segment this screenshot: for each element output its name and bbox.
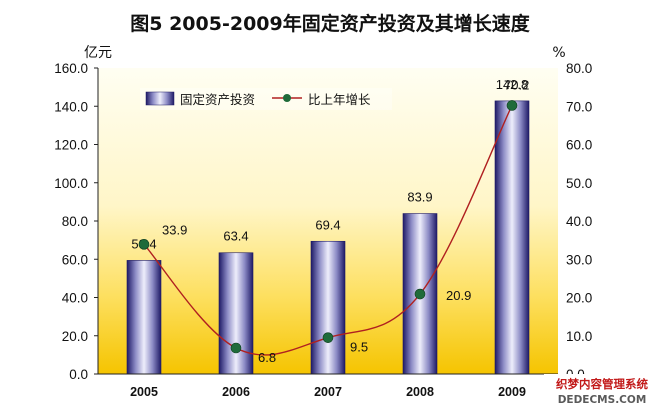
x-tick-label: 2006	[222, 385, 250, 399]
line-point	[414, 288, 426, 300]
legend: 固定资产投资 比上年增长	[140, 88, 392, 110]
y-right-tick-label: 30.0	[566, 252, 592, 267]
y-left-tick-label: 20.0	[62, 329, 88, 344]
bar	[126, 260, 162, 375]
line-value-label: 6.8	[258, 350, 276, 365]
line-series-group: 33.9 6.8 9.5 20.9 70.2	[138, 77, 529, 365]
y-left-tick-label: 100.0	[54, 176, 88, 191]
y-left-tick-label: 40.0	[62, 291, 88, 306]
y-right-tick-label: 10.0	[566, 329, 592, 344]
chart-title: 图5 2005-2009年固定资产投资及其增长速度	[130, 12, 530, 35]
x-tick-label: 2007	[314, 385, 342, 399]
y-right-tick-label: 60.0	[566, 138, 592, 153]
watermark: 织梦内容管理系统 DEDECMS.COM	[544, 374, 660, 408]
y-left-tick-label: 160.0	[54, 61, 88, 76]
y-right-tick-label: 80.0	[566, 61, 592, 76]
x-tick-label: 2008	[406, 385, 434, 399]
line-point	[322, 332, 334, 343]
bar	[218, 252, 254, 375]
line-value-label: 20.9	[446, 288, 471, 303]
watermark-background	[544, 374, 660, 408]
line-value-label: 70.2	[504, 77, 529, 92]
line-point	[506, 100, 518, 111]
legend-box	[140, 88, 392, 110]
y-right-tick-label: 70.0	[566, 99, 592, 114]
y-right-tick-label: 20.0	[566, 291, 592, 306]
y-left-tick-label: 80.0	[62, 214, 88, 229]
line-point	[138, 239, 150, 250]
bar-value-label: 63.4	[223, 229, 248, 244]
line-point	[230, 342, 242, 354]
legend-line-marker	[283, 94, 291, 102]
y-right-tick-group: 0.010.020.030.040.050.060.070.080.0	[566, 61, 592, 382]
x-tick-label: 2005	[130, 385, 158, 399]
y-right-unit-label: %	[552, 45, 565, 61]
bar	[494, 100, 530, 375]
watermark-line-1: 织梦内容管理系统	[556, 377, 648, 391]
x-tick-group: 2005 2006 2007 2008 2009	[130, 385, 526, 399]
legend-bar-swatch	[145, 91, 175, 106]
bar	[310, 240, 346, 375]
bar-value-label: 142.8	[496, 77, 529, 92]
line-value-label: 9.5	[350, 340, 368, 355]
legend-line-label: 比上年增长	[308, 92, 371, 107]
bar-value-label: 69.4	[315, 217, 340, 232]
y-left-tick-label: 140.0	[54, 99, 88, 114]
bar-value-label: 83.9	[407, 190, 432, 205]
y-left-tick-label: 120.0	[54, 138, 88, 153]
y-right-tick-label: 50.0	[566, 176, 592, 191]
y-left-tick-label: 0.0	[69, 367, 88, 382]
x-tick-label: 2009	[498, 385, 526, 399]
line-value-label: 33.9	[162, 222, 187, 237]
watermark-line-2: DEDECMS.COM	[558, 394, 647, 406]
y-left-tick-group: 0.0 20.0 40.0 60.0 80.0 100.0 120.0 140.0 160.0	[54, 61, 98, 382]
y-left-unit-label: 亿元	[84, 45, 112, 61]
legend-bar-label: 固定资产投资	[180, 92, 255, 107]
y-right-tick-label: 40.0	[566, 214, 592, 229]
y-left-tick-label: 60.0	[62, 252, 88, 267]
